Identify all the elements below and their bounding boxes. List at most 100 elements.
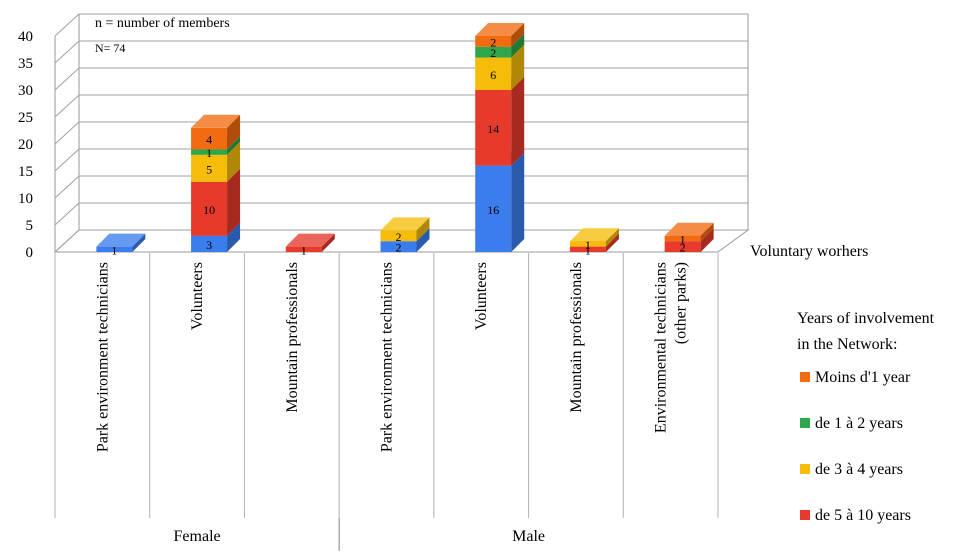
legend-label-2: de 3 à 4 years	[815, 461, 903, 478]
legend-title-line-1: Years of involvement	[797, 310, 935, 327]
bar-4-1-side	[511, 77, 525, 166]
bar-4-4-top	[475, 23, 525, 36]
bar-1-4-side	[227, 114, 241, 150]
bar-0-0-label: 1	[111, 243, 117, 257]
bar-5-1-front	[569, 246, 606, 252]
legend-label-0: Moins d'1 year	[815, 369, 911, 386]
y-tick-label-0: 0	[26, 245, 34, 261]
bar-1-3-label: 1	[206, 146, 212, 160]
gridline-0	[54, 229, 748, 253]
bar-4-2-front	[475, 57, 512, 90]
gridline-25	[54, 94, 748, 118]
bar-4-3-side	[511, 33, 525, 58]
legend-items: Moins d'1 year de 1 à 2 years de 3 à 4 yea…	[800, 369, 911, 524]
bar-1-1-front	[191, 181, 228, 236]
bar-4-2-side	[511, 44, 525, 90]
bar-2-1-top	[285, 233, 335, 247]
bar-5-2-label: 1	[585, 238, 591, 252]
category-label-2-line-0: Mountain professionals	[284, 262, 301, 413]
bar-4-1-label: 14	[487, 122, 499, 136]
bar-1-4-label: 4	[206, 133, 212, 147]
y-tick-label-5: 5	[26, 218, 34, 234]
bar-3-2-top	[380, 217, 430, 231]
gridline-30	[54, 67, 748, 91]
bar-3-2-label: 2	[396, 230, 402, 244]
bar-4-4-front	[475, 36, 512, 47]
y-tick-label-25: 25	[18, 110, 33, 126]
bar-6-4-label: 1	[680, 233, 686, 247]
category-labels: Park environment technicians Volunteers Mo…	[54, 253, 719, 518]
category-label-4-line-0: Volunteers	[473, 262, 490, 330]
legend-title-line-2: in the Network:	[797, 336, 897, 353]
annotation-members: n = number of members	[95, 16, 230, 31]
gridline-40	[54, 13, 748, 37]
bar-4-0-side	[511, 152, 525, 252]
bar-2-1-front	[285, 246, 322, 252]
group-labels: Female Male	[174, 518, 545, 551]
y-tick-label-15: 15	[18, 164, 33, 180]
bar-1-2-side	[227, 141, 241, 182]
y-tick-label-10: 10	[18, 191, 33, 207]
bar-4-1-front	[475, 90, 512, 166]
bar-3-2-side	[416, 217, 430, 242]
legend-label-1: de 1 à 2 years	[815, 415, 903, 432]
bar-3-0-label: 2	[396, 241, 402, 255]
gridline-35	[54, 40, 748, 64]
bar-6-1-front	[664, 241, 701, 252]
bar-1-3-front	[191, 149, 228, 155]
legend: Years of involvement in the Network: Moi…	[797, 310, 935, 524]
bar-5-2-front	[569, 241, 606, 247]
bar-5-2-top	[569, 228, 619, 242]
bar-6-1-side	[700, 228, 714, 252]
bar-1-1-label: 10	[203, 203, 215, 217]
bar-2-1-side	[321, 233, 335, 252]
bar-2-1-label: 1	[301, 243, 307, 257]
bar-5-1-label: 1	[585, 243, 591, 257]
bar-1-4-top	[191, 114, 241, 128]
legend-swatch-0	[800, 372, 810, 382]
bar-6-4-side	[700, 222, 714, 242]
legend-swatch-2	[800, 464, 810, 474]
y-tick-label-30: 30	[18, 83, 33, 99]
group-label-female: Female	[174, 528, 221, 545]
y-tick-label-35: 35	[18, 56, 33, 72]
bar-3-2-front	[380, 230, 417, 242]
gridlines	[54, 13, 748, 253]
legend-swatch-1	[800, 418, 810, 428]
category-label-0-line-0: Park environment technicians	[94, 262, 111, 452]
bar-5-2-side	[605, 228, 619, 247]
category-label-1-line-0: Volunteers	[189, 262, 206, 330]
bar-0-0-top	[96, 233, 146, 247]
gridline-20	[54, 121, 748, 145]
axis-title: Voluntary worhers	[750, 243, 868, 260]
bar-5-1-side	[605, 233, 619, 252]
bar-4-4-label: 2	[490, 35, 496, 49]
bar-4-0-label: 16	[487, 203, 499, 217]
category-label-6-line-1: (other parks)	[673, 262, 690, 344]
bar-1-2-label: 5	[206, 162, 212, 176]
annotation-total: N= 74	[95, 41, 125, 55]
y-tick-label-40: 40	[18, 29, 33, 45]
category-label-5-line-0: Mountain professionals	[568, 262, 585, 413]
category-label-6-line-0: Environmental technicians	[653, 262, 670, 433]
y-tick-label-20: 20	[18, 137, 33, 153]
y-axis-ticks: 0 5 10 15 20 25 30 35 40	[18, 29, 33, 261]
bar-4-0-front	[475, 165, 512, 252]
bar-0-0-front	[96, 246, 133, 252]
bar-1-2-front	[191, 154, 228, 182]
bar-1-0-side	[227, 222, 241, 252]
bar-1-0-label: 3	[206, 238, 212, 252]
annotations: n = number of members N= 74	[95, 16, 230, 55]
bar-4-3-front	[475, 46, 512, 58]
bar-1-4-front	[191, 127, 228, 150]
gridline-5	[54, 202, 748, 226]
bar-4-3-label: 2	[490, 46, 496, 60]
category-label-3-line-0: Park environment technicians	[379, 262, 396, 452]
bar-4-2-label: 6	[490, 68, 496, 82]
bar-3-0-front	[380, 241, 417, 252]
chart-walls	[53, 14, 750, 253]
legend-swatch-3	[800, 510, 810, 520]
